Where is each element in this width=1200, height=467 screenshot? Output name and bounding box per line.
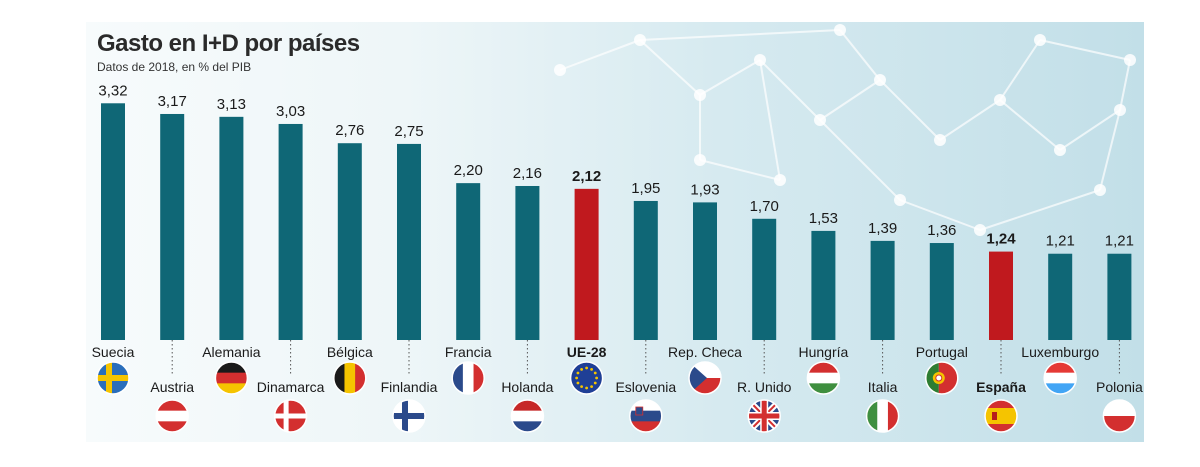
category-label: Portugal (916, 344, 968, 360)
bar-r-unido (752, 218, 777, 340)
value-label: 1,95 (631, 180, 660, 197)
category-label: Dinamarca (257, 379, 325, 395)
bar-italia (870, 240, 895, 340)
bar-portugal (929, 243, 954, 340)
value-label: 1,24 (986, 231, 1016, 248)
bar-ue-28 (574, 188, 599, 340)
germany-flag-icon (214, 361, 249, 395)
slovenia-flag-icon (629, 399, 663, 433)
value-label: 2,16 (513, 165, 542, 182)
bar-dinamarca (278, 123, 303, 340)
bar-holanda (515, 185, 540, 340)
value-label: 3,13 (217, 96, 246, 113)
france-flag-icon (451, 361, 485, 395)
luxembourg-flag-icon (1043, 361, 1077, 395)
value-label: 2,75 (394, 123, 423, 140)
category-label: Suecia (92, 344, 135, 360)
value-label: 3,03 (276, 103, 305, 120)
chart-title: Gasto en I+D por países (97, 30, 360, 57)
uk-flag-icon (747, 399, 781, 433)
bar-suecia (101, 103, 125, 340)
category-label: Rep. Checa (668, 344, 742, 360)
value-label: 1,53 (809, 210, 838, 227)
value-label: 1,93 (690, 181, 719, 198)
bar-alemania (219, 116, 244, 341)
bar-luxemburgo (1048, 253, 1073, 340)
category-label: Holanda (501, 379, 553, 395)
netherlands-flag-icon (510, 399, 545, 433)
category-label: UE-28 (567, 344, 607, 360)
value-label: 1,36 (927, 222, 956, 239)
chart-subtitle: Datos de 2018, en % del PIB (97, 60, 252, 74)
bar-rep-checa (693, 202, 717, 340)
chart-background (86, 22, 1144, 442)
value-label: 3,17 (158, 93, 187, 110)
category-label: Luxemburgo (1021, 344, 1099, 360)
category-label: Alemania (202, 344, 261, 360)
spain-flag-icon (984, 399, 1018, 433)
category-label: Polonia (1096, 379, 1143, 395)
sweden-flag-icon (96, 361, 130, 395)
bar-eslovenia (633, 200, 658, 340)
bar-hungr-a (811, 230, 836, 340)
finland-flag-icon (392, 399, 426, 433)
category-label: España (976, 379, 1026, 395)
value-label: 2,76 (335, 122, 364, 139)
category-label: Italia (868, 379, 898, 395)
value-label: 2,12 (572, 168, 601, 185)
bar-espa-a (989, 251, 1013, 340)
category-label: Finlandia (381, 379, 438, 395)
category-label: Bélgica (327, 344, 373, 360)
value-label: 1,21 (1105, 233, 1134, 250)
belgium-flag-icon (333, 361, 367, 395)
bar-polonia (1107, 253, 1132, 340)
eu-flag-icon (569, 361, 604, 395)
category-label: Austria (150, 379, 194, 395)
hungary-flag-icon (806, 361, 841, 395)
value-label: 1,21 (1046, 233, 1075, 250)
category-label: Francia (445, 344, 492, 360)
category-label: Eslovenia (615, 379, 676, 395)
value-label: 2,20 (454, 162, 483, 179)
bar-austria (160, 113, 185, 340)
czech-flag-icon (688, 361, 722, 395)
poland-flag-icon (1102, 399, 1137, 433)
bar-finlandia (397, 143, 421, 340)
value-label: 1,39 (868, 220, 897, 237)
italy-flag-icon (865, 399, 900, 433)
value-label: 3,32 (98, 82, 127, 99)
denmark-flag-icon (273, 399, 308, 433)
austria-flag-icon (155, 399, 189, 433)
value-label: 1,70 (750, 198, 779, 215)
molecule-background-decoration (554, 24, 1136, 236)
bar-francia (456, 183, 481, 340)
category-label: R. Unido (737, 379, 792, 395)
portugal-flag-icon (925, 361, 959, 395)
bar-b-lgica (337, 143, 362, 340)
category-label: Hungría (798, 344, 848, 360)
